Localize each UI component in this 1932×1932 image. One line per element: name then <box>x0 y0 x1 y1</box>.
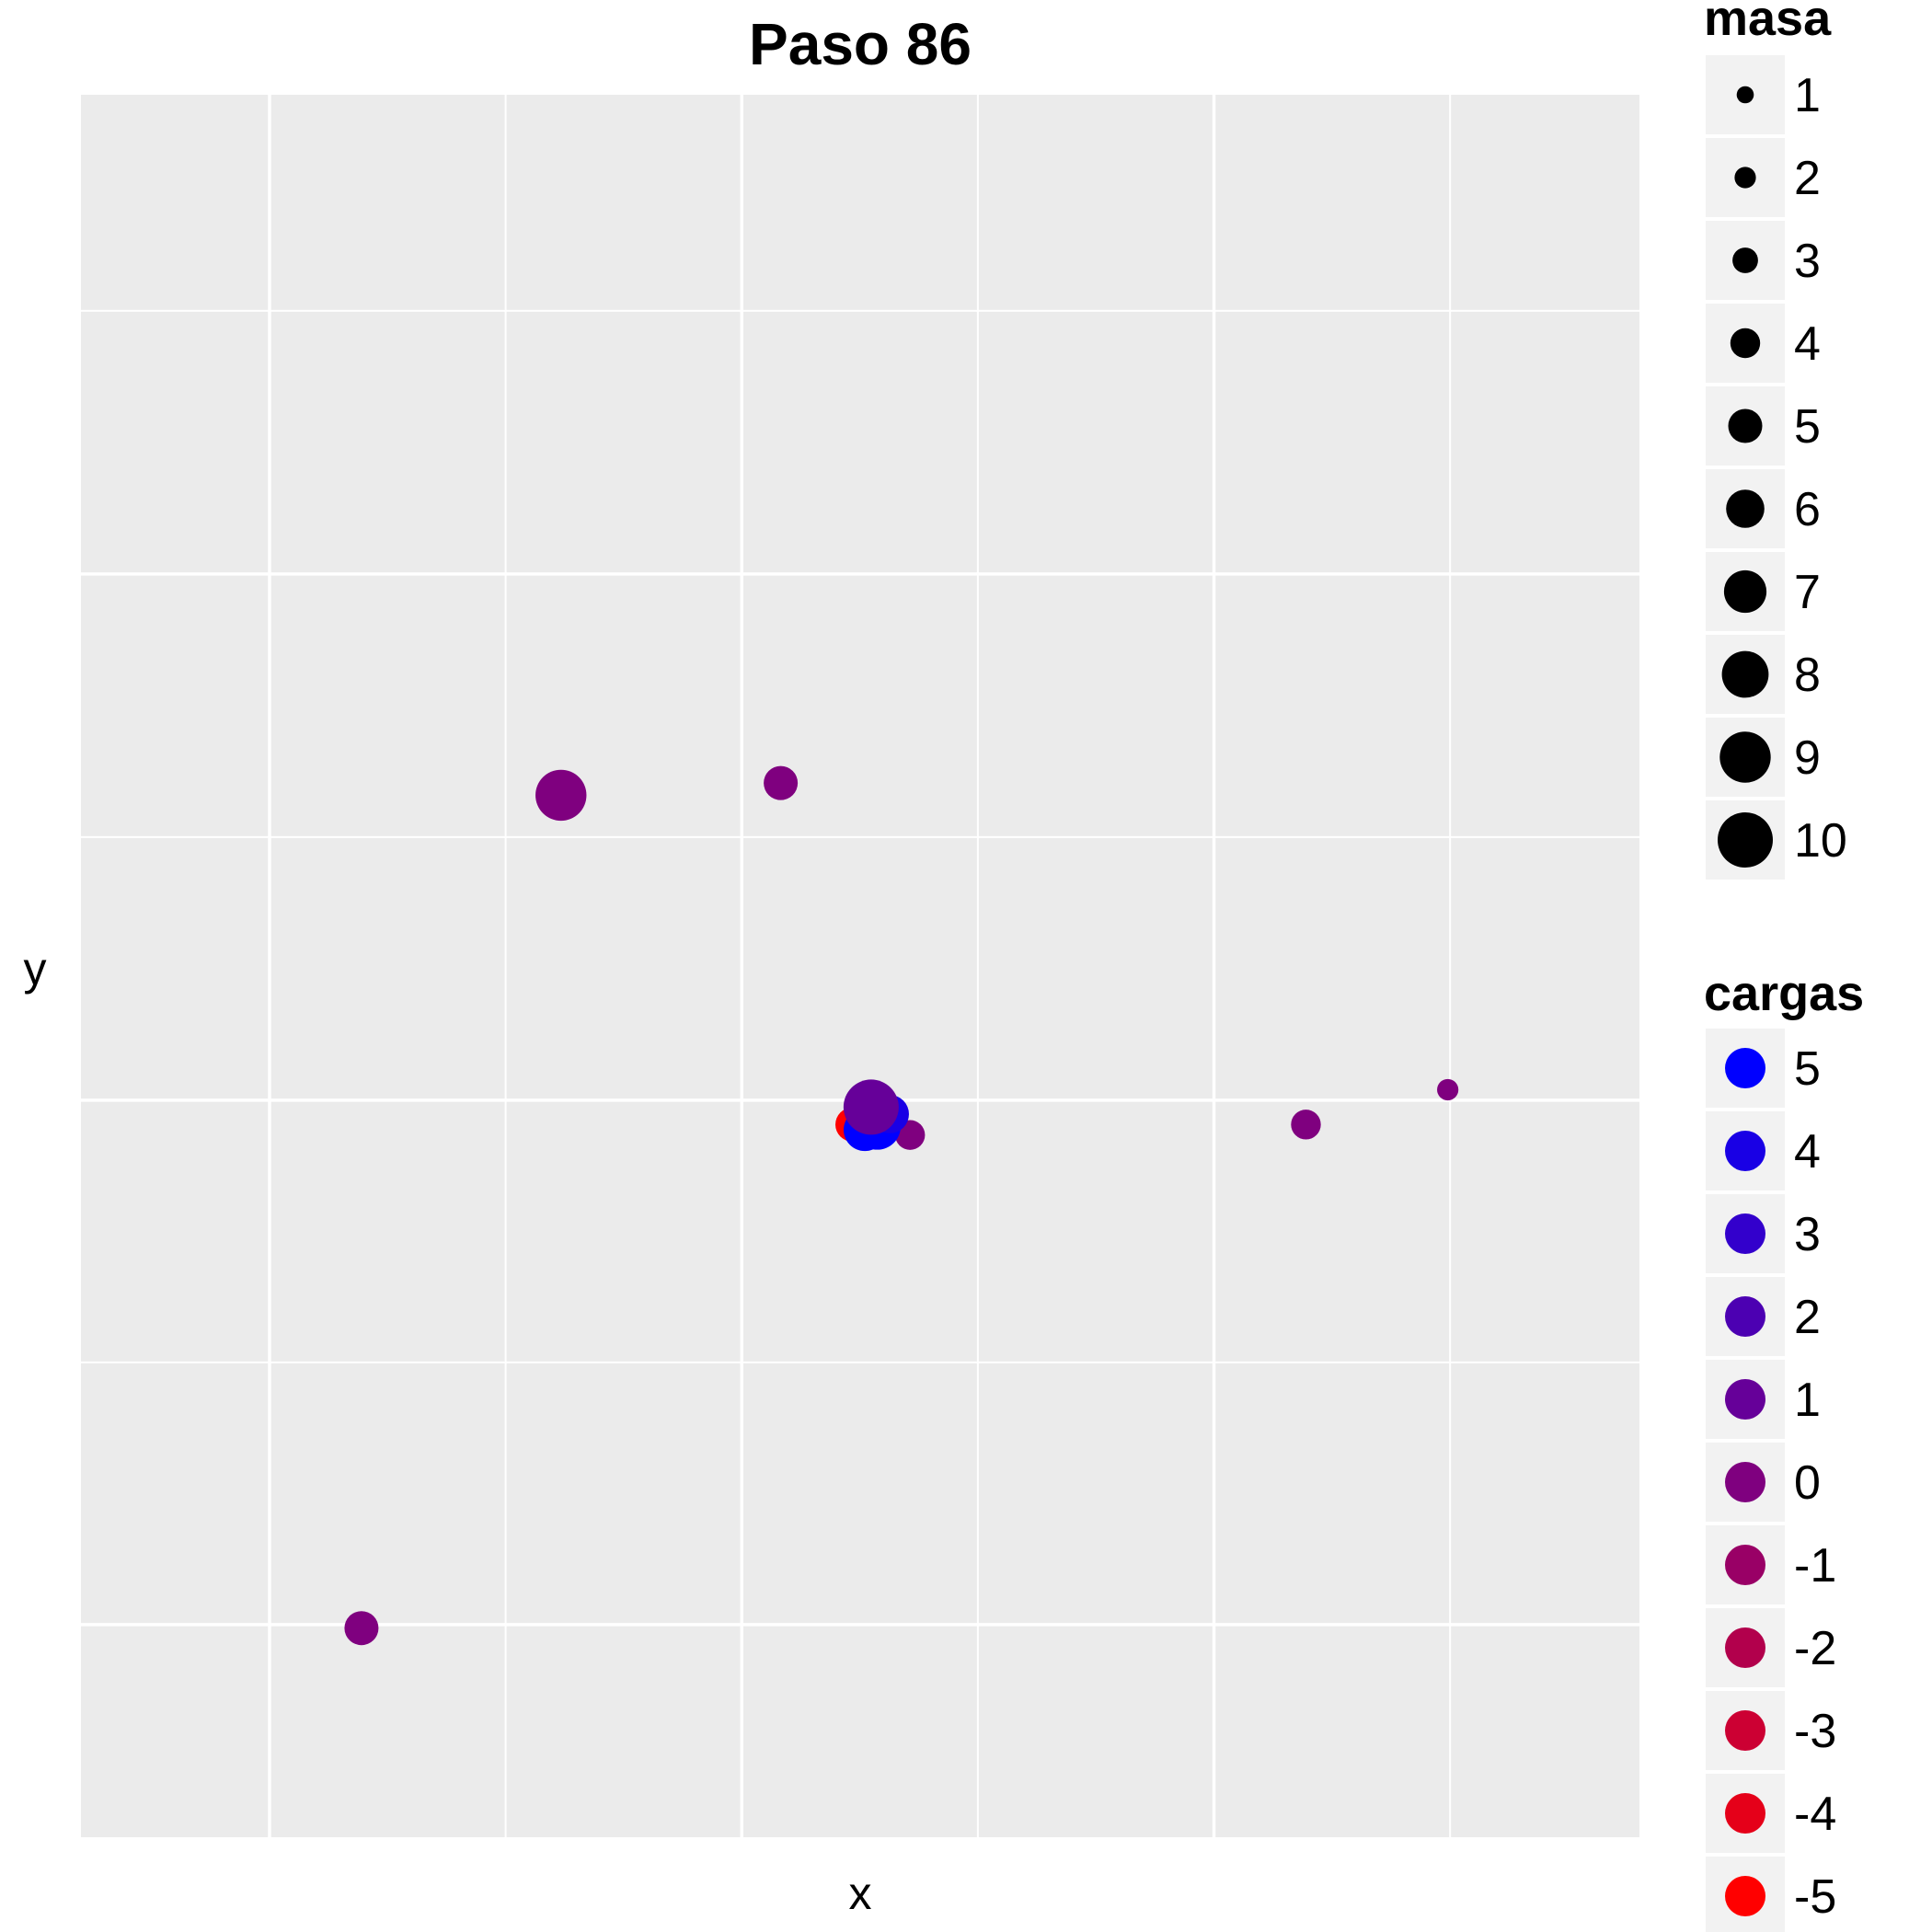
data-points <box>344 765 1459 1646</box>
color-legend-symbol <box>1725 1296 1765 1337</box>
y-axis-label: y <box>24 943 47 995</box>
size-legend-symbol <box>1734 167 1756 189</box>
color-legend-label: -3 <box>1794 1705 1836 1758</box>
x-axis-label: x <box>849 1868 872 1919</box>
color-legend-label: 4 <box>1794 1125 1821 1179</box>
size-legend-symbol <box>1721 650 1769 698</box>
color-legend-symbol <box>1725 1793 1765 1834</box>
color-legend-label: 5 <box>1794 1042 1821 1096</box>
size-legend-symbol <box>1723 569 1767 614</box>
size-legend-symbol <box>1736 86 1754 104</box>
size-legend-symbol <box>1719 731 1771 783</box>
minor-gridlines <box>81 95 1639 1837</box>
data-point <box>843 1079 899 1135</box>
color-legend-label: -5 <box>1794 1870 1836 1924</box>
color-legend-label: 3 <box>1794 1208 1821 1261</box>
size-legend-symbol <box>1728 408 1763 443</box>
size-legend-label: 5 <box>1794 400 1821 454</box>
panel-background <box>81 95 1639 1837</box>
color-legend-label: 1 <box>1794 1374 1821 1427</box>
color-legend-symbol <box>1725 1627 1765 1668</box>
size-legend-label: 2 <box>1794 152 1821 205</box>
size-legend-symbol <box>1730 328 1761 359</box>
size-legend-symbol <box>1732 247 1758 273</box>
data-point <box>1437 1078 1459 1101</box>
color-legend-label: -1 <box>1794 1539 1836 1593</box>
color-legend-symbol <box>1725 1213 1765 1254</box>
color-legend: 5 4 3 2 1 0 -1 -2 -3 -4 -5 <box>1706 1029 1836 1932</box>
color-legend-symbol <box>1725 1048 1765 1088</box>
color-legend-symbol <box>1725 1710 1765 1751</box>
size-legend-symbol <box>1726 489 1765 528</box>
color-legend-symbol <box>1725 1876 1765 1916</box>
color-legend-label: 2 <box>1794 1291 1821 1344</box>
size-legend-label: 4 <box>1794 317 1821 371</box>
data-point <box>1291 1110 1321 1140</box>
data-point <box>344 1611 379 1646</box>
color-legend-symbol <box>1725 1462 1765 1502</box>
data-point <box>764 765 799 800</box>
color-legend-symbol <box>1725 1379 1765 1420</box>
size-legend-label: 9 <box>1794 731 1821 785</box>
color-legend-symbol <box>1725 1545 1765 1585</box>
size-legend-label: 6 <box>1794 483 1821 536</box>
size-legend-label: 7 <box>1794 566 1821 619</box>
size-legend-label: 10 <box>1794 814 1847 868</box>
color-legend-title: cargas <box>1704 966 1864 1021</box>
size-legend: 1 2 3 4 5 6 7 8 9 10 <box>1706 55 1847 880</box>
major-gridlines <box>81 95 1639 1837</box>
color-legend-label: 0 <box>1794 1456 1821 1510</box>
size-legend-label: 1 <box>1794 69 1821 122</box>
data-point <box>535 769 587 822</box>
color-legend-label: -4 <box>1794 1788 1836 1841</box>
size-legend-title: masa <box>1704 0 1832 46</box>
color-legend-symbol <box>1725 1131 1765 1171</box>
chart-title: Paso 86 <box>749 11 972 77</box>
size-legend-label: 3 <box>1794 235 1821 288</box>
size-legend-label: 8 <box>1794 649 1821 702</box>
color-legend-label: -2 <box>1794 1622 1836 1675</box>
size-legend-symbol <box>1718 812 1773 868</box>
